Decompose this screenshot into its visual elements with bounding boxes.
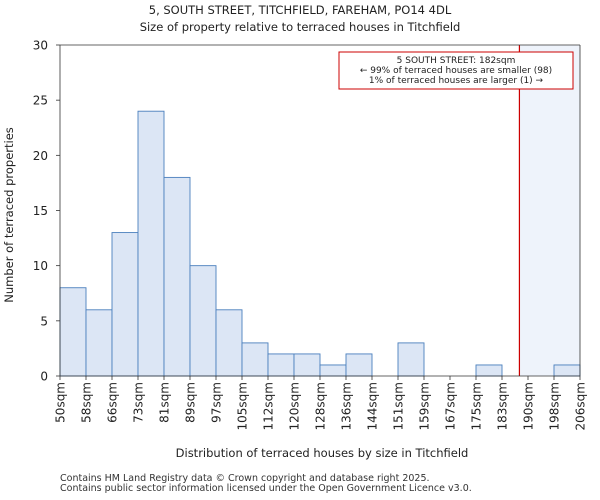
y-tick-label: 10 (33, 259, 48, 273)
y-tick-label: 30 (33, 39, 48, 53)
x-tick-label: 50sqm (54, 382, 68, 423)
bar-50sqm (59, 287, 87, 377)
bar-73sqm (137, 110, 165, 377)
bars-group (59, 110, 581, 377)
x-tick-label: 120sqm (288, 382, 302, 430)
bar-136sqm (345, 353, 373, 377)
y-tick-label: 0 (40, 370, 48, 384)
x-tick-label: 151sqm (392, 382, 406, 430)
y-tick-label: 15 (33, 204, 48, 218)
x-tick-label: 73sqm (132, 382, 146, 423)
x-tick-label: 190sqm (522, 382, 536, 430)
bar-97sqm (215, 309, 243, 377)
bar-105sqm (241, 342, 269, 377)
footer-line-2: Contains public sector information licen… (60, 483, 472, 494)
x-tick-label: 144sqm (366, 382, 380, 430)
x-tick-label: 128sqm (314, 382, 328, 430)
x-tick-label: 89sqm (184, 382, 198, 423)
x-tick-label: 66sqm (106, 382, 120, 423)
bar-151sqm (397, 342, 425, 377)
bar-58sqm (85, 309, 113, 377)
x-tick-label: 81sqm (158, 382, 172, 423)
bar-112sqm (267, 353, 295, 377)
y-tick-label: 5 (40, 314, 48, 328)
marker-shade (519, 45, 580, 376)
footer-line-1: Contains HM Land Registry data © Crown c… (60, 473, 430, 484)
x-tick-label: 97sqm (210, 382, 224, 423)
annotation-line-3: 1% of terraced houses are larger (1) → (369, 76, 544, 86)
chart-title: 5, SOUTH STREET, TITCHFIELD, FAREHAM, PO… (149, 3, 452, 17)
bar-128sqm (319, 364, 347, 377)
chart-subtitle: Size of property relative to terraced ho… (140, 20, 461, 34)
x-tick-label: 198sqm (548, 382, 562, 430)
annotation-line-2: ← 99% of terraced houses are smaller (98… (360, 66, 552, 76)
x-tick-label: 183sqm (496, 382, 510, 430)
bar-66sqm (111, 232, 139, 377)
bar-198sqm (553, 364, 581, 377)
y-tick-label: 25 (33, 94, 48, 108)
x-axis-ticks: 50sqm 58sqm 66sqm 73sqm 81sqm 89sqm 97sqm 105sq… (54, 376, 588, 430)
bar-175sqm (475, 364, 503, 377)
bar-120sqm (293, 353, 321, 377)
bar-89sqm (189, 265, 217, 377)
annotation-line-1: 5 SOUTH STREET: 182sqm (397, 56, 516, 66)
x-tick-label: 136sqm (340, 382, 354, 430)
x-tick-label: 206sqm (574, 382, 588, 430)
y-axis-ticks: 0 5 10 15 20 25 30 (33, 39, 60, 384)
bar-81sqm (163, 176, 191, 377)
x-axis-label: Distribution of terraced houses by size … (176, 446, 469, 460)
x-tick-label: 112sqm (262, 382, 276, 430)
x-tick-label: 58sqm (80, 382, 94, 423)
y-axis-label: Number of terraced properties (2, 127, 16, 303)
x-tick-label: 175sqm (470, 382, 484, 430)
x-tick-label: 167sqm (444, 382, 458, 430)
x-tick-label: 159sqm (418, 382, 432, 430)
annotation-box (338, 51, 574, 90)
y-tick-label: 20 (33, 149, 48, 163)
x-tick-label: 105sqm (236, 382, 250, 430)
